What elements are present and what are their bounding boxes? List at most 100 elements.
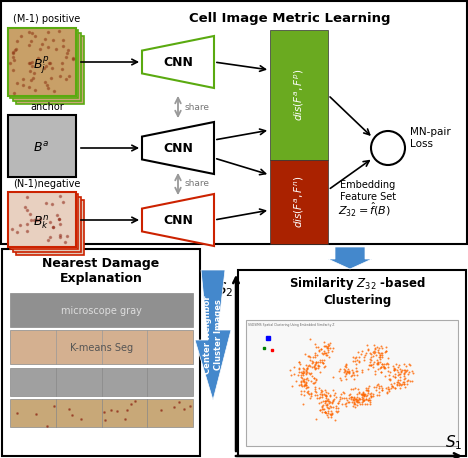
Point [353,396,361,403]
Point [381,372,389,379]
Point [380,363,388,371]
Point [300,382,307,389]
Point [379,352,386,359]
Point [311,387,319,395]
FancyBboxPatch shape [2,249,200,456]
Point [352,364,359,371]
Circle shape [371,131,405,165]
Point [396,365,404,372]
Point [322,388,330,395]
Point [383,384,390,391]
Point [305,353,312,360]
Point [303,383,311,390]
Point [370,341,378,349]
Point [329,396,337,403]
Point [370,383,378,390]
Point [371,371,378,378]
Point [322,408,329,415]
Point [323,397,330,404]
Point [300,368,307,375]
Point [375,349,383,357]
Text: microscope gray: microscope gray [61,306,142,316]
Point [303,365,310,372]
Point [365,387,372,394]
Point [384,354,392,362]
Point [363,387,371,394]
Point [396,374,404,381]
Point [318,405,325,413]
Point [361,400,368,408]
Text: Cell Image Metric Learning: Cell Image Metric Learning [189,12,391,25]
Point [400,366,407,374]
Point [295,381,302,388]
Point [302,379,309,386]
Point [398,381,405,388]
Point [344,398,352,406]
Point [323,400,331,407]
Point [354,397,361,404]
Point [395,379,402,386]
Point [353,390,360,398]
Point [349,402,356,409]
Point [349,369,357,376]
Text: $dis(F^a,F^n)$: $dis(F^a,F^n)$ [292,176,306,228]
Point [403,377,411,385]
Point [374,380,382,387]
Point [297,381,305,388]
Point [369,393,376,400]
Point [312,388,319,395]
Point [324,407,332,414]
Point [327,345,334,352]
Point [389,382,396,389]
Point [315,399,323,407]
Text: Center Neighbor
Cluster Images: Center Neighbor Cluster Images [203,296,223,374]
Point [373,360,380,367]
Point [325,398,333,405]
Point [321,347,328,354]
Point [343,394,350,402]
Point [321,398,329,405]
Point [389,372,396,380]
FancyBboxPatch shape [10,293,193,327]
Point [392,371,399,378]
Point [300,387,307,394]
Point [312,365,320,372]
Point [312,383,319,390]
Point [379,386,386,393]
Point [350,372,358,379]
Point [358,390,366,398]
Point [326,402,334,409]
Point [366,390,374,398]
Text: (M-1) positive: (M-1) positive [14,14,80,24]
Point [323,401,331,409]
FancyBboxPatch shape [10,330,193,364]
Point [405,360,413,368]
Point [358,399,366,406]
Point [374,366,382,373]
Point [306,357,314,364]
Point [308,372,316,380]
Point [377,349,385,357]
Point [297,378,304,385]
Text: MN-pair
Loss: MN-pair Loss [410,127,451,149]
Point [302,371,310,378]
Point [295,364,302,371]
Point [333,409,340,416]
Point [400,360,408,367]
Point [382,365,389,372]
Point [329,373,337,381]
Text: Embedding
Feature Set: Embedding Feature Set [340,180,396,202]
Point [316,390,323,398]
Point [396,371,404,378]
Point [311,363,318,370]
Point [310,374,317,382]
Point [327,413,334,420]
Point [311,365,319,372]
Point [349,396,357,403]
FancyBboxPatch shape [270,160,328,244]
Point [386,376,394,384]
Point [300,375,308,382]
Text: (N-1)negative: (N-1)negative [13,179,80,189]
Point [315,347,322,354]
Text: CNN: CNN [163,213,193,227]
